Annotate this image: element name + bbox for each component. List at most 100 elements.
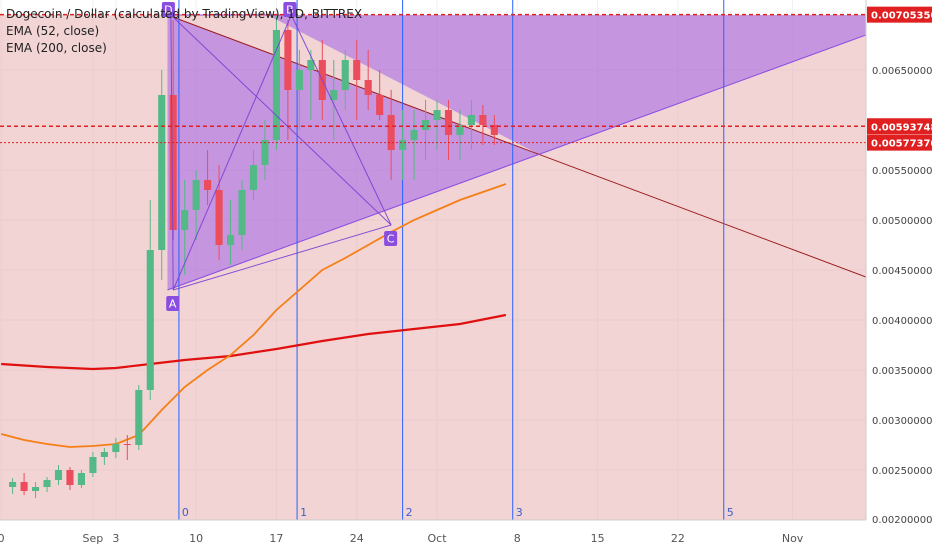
harmonic-pattern xyxy=(170,14,392,291)
time-tick-3: 10 xyxy=(189,532,203,545)
candle-body-1 xyxy=(20,482,28,491)
candle-body-37 xyxy=(433,110,441,120)
upper-trendline xyxy=(167,14,866,278)
triangle-fill xyxy=(167,15,540,290)
candle-body-17 xyxy=(204,180,212,190)
time-tick-10: Nov xyxy=(782,532,804,545)
candle-body-31 xyxy=(364,80,372,95)
price-badge-bg-2 xyxy=(867,134,932,151)
vertical-line-number-3: 3 xyxy=(516,506,523,519)
chart-title: Dogecoin / Dollar (calculated by Trading… xyxy=(6,7,363,21)
pattern-leg-2 xyxy=(290,14,392,226)
chart-legend: Dogecoin / Dollar (calculated by Trading… xyxy=(6,6,362,57)
ema200-legend[interactable]: EMA (200, close) xyxy=(6,41,107,55)
candle-body-22 xyxy=(261,140,269,165)
candle-body-14 xyxy=(169,95,177,230)
point-label-bg-D xyxy=(161,2,175,17)
time-tick-0: 0 xyxy=(0,532,5,545)
candle-body-13 xyxy=(158,95,166,250)
time-axis[interactable]: 0 Sep 3 10 17 24 Oct 8 15 22 Nov xyxy=(0,532,804,545)
candle-body-5 xyxy=(66,470,74,485)
price-badge-2: 0.00577370 xyxy=(871,139,932,150)
vertical-line-number-4: 5 xyxy=(727,506,734,519)
point-labels: D B C A xyxy=(161,2,398,311)
time-tick-6: Oct xyxy=(427,532,447,545)
price-tick-7: 0.00650000 xyxy=(872,66,932,77)
candle-body-12 xyxy=(146,250,154,390)
vertical-line-number-0: 0 xyxy=(182,506,189,519)
candle-body-16 xyxy=(192,180,200,210)
point-label-bg-A xyxy=(166,296,180,311)
candle-body-4 xyxy=(54,470,63,480)
time-tick-7: 8 xyxy=(514,532,521,545)
price-badge-bg-0 xyxy=(867,6,932,23)
triangle-pattern xyxy=(167,14,866,291)
candle-body-20 xyxy=(238,190,246,235)
candle-body-38 xyxy=(444,110,453,135)
candle-body-25 xyxy=(295,70,303,90)
candle-body-8 xyxy=(100,452,108,457)
pattern-leg-1 xyxy=(172,14,292,291)
candle-body-40 xyxy=(467,115,475,125)
price-axis[interactable]: 0.00250000 0.00300000 0.00350000 0.00400000… xyxy=(867,6,932,526)
lower-trendline xyxy=(167,34,866,291)
candle-body-30 xyxy=(353,60,361,80)
candle-body-3 xyxy=(43,480,51,487)
candle-body-33 xyxy=(387,115,395,150)
pattern-leg-0 xyxy=(170,14,174,291)
pattern-leg-4 xyxy=(173,224,392,291)
vertical-line-number-2: 2 xyxy=(406,506,413,519)
candle-body-32 xyxy=(376,95,384,115)
candle-body-0 xyxy=(9,482,17,487)
price-badge-0: 0.00705350 xyxy=(871,11,932,22)
candle-body-23 xyxy=(272,30,280,140)
price-tick-4: 0.00450000 xyxy=(872,266,932,277)
point-label-A: A xyxy=(169,298,177,311)
time-tick-8: 15 xyxy=(591,532,605,545)
point-label-B: B xyxy=(286,4,294,17)
candle-body-34 xyxy=(399,140,407,150)
candle-body-24 xyxy=(284,30,292,90)
price-tick-bottom: 0.00200000 xyxy=(872,515,932,526)
point-label-bg-C xyxy=(384,231,398,246)
price-tick-5: 0.00500000 xyxy=(872,216,932,227)
ema52-line xyxy=(0,183,507,448)
price-tick-2: 0.00350000 xyxy=(872,366,932,377)
price-badge-bg-1 xyxy=(867,118,932,135)
candle-body-19 xyxy=(226,235,235,245)
candle-body-6 xyxy=(77,473,85,485)
time-tick-9: 22 xyxy=(671,532,685,545)
time-tick-1: Sep xyxy=(83,532,104,545)
candle-body-2 xyxy=(32,487,40,491)
candle-body-9 xyxy=(112,444,120,452)
price-tick-3: 0.00400000 xyxy=(872,316,932,327)
pattern-leg-3 xyxy=(170,14,392,226)
candle-body-28 xyxy=(330,90,338,100)
price-tick-1: 0.00300000 xyxy=(872,416,932,427)
vertical-line-number-1: 1 xyxy=(300,506,307,519)
point-label-C: C xyxy=(387,233,395,246)
candle-body-26 xyxy=(307,60,315,70)
candle-body-21 xyxy=(249,165,258,190)
vertical-line-numbers: 0 1 2 3 5 xyxy=(182,506,734,519)
candle-body-11 xyxy=(135,390,143,445)
candle-body-7 xyxy=(89,457,97,473)
price-tick-6: 0.00550000 xyxy=(872,166,932,177)
expanding-zone-fill xyxy=(267,15,866,155)
candle-body-41 xyxy=(479,115,487,125)
ema52-series xyxy=(0,183,507,448)
ema52-legend[interactable]: EMA (52, close) xyxy=(6,24,100,38)
time-tick-4: 17 xyxy=(269,532,283,545)
time-tick-2: 3 xyxy=(112,532,119,545)
candle-body-36 xyxy=(421,120,430,130)
candle-body-35 xyxy=(410,130,418,140)
candle-body-10 xyxy=(123,444,131,445)
candle-body-29 xyxy=(341,60,349,90)
candle-body-15 xyxy=(181,210,189,230)
point-label-bg-B xyxy=(283,2,297,17)
horizontal-price-lines xyxy=(0,13,866,144)
candle-body-18 xyxy=(215,190,223,245)
candle-body-42 xyxy=(490,125,498,135)
time-tick-5: 24 xyxy=(350,532,364,545)
